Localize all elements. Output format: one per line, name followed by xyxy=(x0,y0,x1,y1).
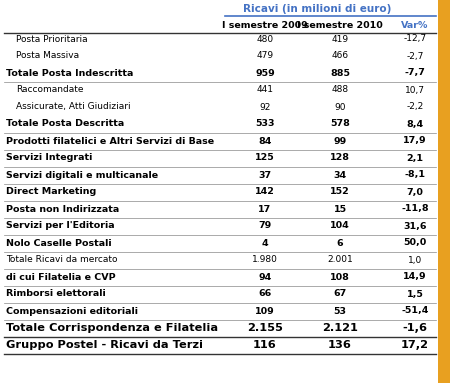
Text: Totale Posta Indescritta: Totale Posta Indescritta xyxy=(6,69,133,77)
Text: 2.121: 2.121 xyxy=(322,323,358,333)
Text: -2,2: -2,2 xyxy=(406,103,423,111)
Text: 7,0: 7,0 xyxy=(406,188,423,196)
Text: 84: 84 xyxy=(258,136,272,146)
Text: 6: 6 xyxy=(337,239,343,247)
Text: Compensazioni editoriali: Compensazioni editoriali xyxy=(6,306,138,316)
Bar xyxy=(438,0,450,383)
Text: 2.155: 2.155 xyxy=(247,323,283,333)
Text: 31,6: 31,6 xyxy=(403,221,427,231)
Text: -2,7: -2,7 xyxy=(406,51,424,61)
Text: 90: 90 xyxy=(334,103,346,111)
Text: Totale Ricavi da mercato: Totale Ricavi da mercato xyxy=(6,255,117,265)
Text: I semestre 2009: I semestre 2009 xyxy=(222,21,308,29)
Text: Posta Massiva: Posta Massiva xyxy=(16,51,79,61)
Text: Posta non Indirizzata: Posta non Indirizzata xyxy=(6,205,119,213)
Text: 79: 79 xyxy=(258,221,272,231)
Text: Gruppo Postel - Ricavi da Terzi: Gruppo Postel - Ricavi da Terzi xyxy=(6,340,203,350)
Text: Totale Corrispondenza e Filatelia: Totale Corrispondenza e Filatelia xyxy=(6,323,218,333)
Text: 17: 17 xyxy=(258,205,272,213)
Text: 578: 578 xyxy=(330,119,350,129)
Text: 66: 66 xyxy=(258,290,272,298)
Text: 14,9: 14,9 xyxy=(403,272,427,282)
Text: 128: 128 xyxy=(330,154,350,162)
Text: Servizi Integrati: Servizi Integrati xyxy=(6,154,92,162)
Text: 116: 116 xyxy=(253,340,277,350)
Text: Posta Prioritaria: Posta Prioritaria xyxy=(16,34,88,44)
Text: -8,1: -8,1 xyxy=(405,170,426,180)
Text: Direct Marketing: Direct Marketing xyxy=(6,188,96,196)
Text: 885: 885 xyxy=(330,69,350,77)
Text: 136: 136 xyxy=(328,340,352,350)
Text: 8,4: 8,4 xyxy=(406,119,423,129)
Text: 92: 92 xyxy=(259,103,271,111)
Text: -7,7: -7,7 xyxy=(405,69,425,77)
Text: 94: 94 xyxy=(258,272,272,282)
Text: 419: 419 xyxy=(332,34,349,44)
Text: 142: 142 xyxy=(255,188,275,196)
Text: 2.001: 2.001 xyxy=(327,255,353,265)
Text: 67: 67 xyxy=(333,290,346,298)
Text: 2,1: 2,1 xyxy=(406,154,423,162)
Text: Prodotti filatelici e Altri Servizi di Base: Prodotti filatelici e Altri Servizi di B… xyxy=(6,136,214,146)
Text: 37: 37 xyxy=(258,170,271,180)
Text: 99: 99 xyxy=(333,136,346,146)
Text: 480: 480 xyxy=(256,34,274,44)
Text: 488: 488 xyxy=(332,85,349,95)
Text: 533: 533 xyxy=(255,119,275,129)
Text: 109: 109 xyxy=(255,306,275,316)
Text: -11,8: -11,8 xyxy=(401,205,429,213)
Text: 1.980: 1.980 xyxy=(252,255,278,265)
Text: 50,0: 50,0 xyxy=(403,239,427,247)
Text: -12,7: -12,7 xyxy=(404,34,427,44)
Text: 441: 441 xyxy=(256,85,274,95)
Text: Rimborsi elettorali: Rimborsi elettorali xyxy=(6,290,106,298)
Text: Servizi digitali e multicanale: Servizi digitali e multicanale xyxy=(6,170,158,180)
Text: Totale Posta Descritta: Totale Posta Descritta xyxy=(6,119,124,129)
Text: 4: 4 xyxy=(262,239,268,247)
Text: Nolo Caselle Postali: Nolo Caselle Postali xyxy=(6,239,112,247)
Text: Var%: Var% xyxy=(401,21,429,29)
Text: 1,0: 1,0 xyxy=(408,255,422,265)
Text: 466: 466 xyxy=(332,51,349,61)
Text: 108: 108 xyxy=(330,272,350,282)
Text: 959: 959 xyxy=(255,69,275,77)
Text: 479: 479 xyxy=(256,51,274,61)
Text: Servizi per l'Editoria: Servizi per l'Editoria xyxy=(6,221,115,231)
Text: 17,9: 17,9 xyxy=(403,136,427,146)
Text: Raccomandate: Raccomandate xyxy=(16,85,84,95)
Text: Ricavi (in milioni di euro): Ricavi (in milioni di euro) xyxy=(243,4,392,14)
Text: 53: 53 xyxy=(333,306,346,316)
Text: 125: 125 xyxy=(255,154,275,162)
Text: 10,7: 10,7 xyxy=(405,85,425,95)
Text: 1,5: 1,5 xyxy=(406,290,423,298)
Text: I semestre 2010: I semestre 2010 xyxy=(297,21,383,29)
Text: di cui Filatelia e CVP: di cui Filatelia e CVP xyxy=(6,272,116,282)
Text: 152: 152 xyxy=(330,188,350,196)
Text: -51,4: -51,4 xyxy=(401,306,429,316)
Text: Assicurate, Atti Giudiziari: Assicurate, Atti Giudiziari xyxy=(16,103,130,111)
Text: 17,2: 17,2 xyxy=(401,340,429,350)
Text: 34: 34 xyxy=(333,170,346,180)
Text: 104: 104 xyxy=(330,221,350,231)
Text: -1,6: -1,6 xyxy=(402,323,428,333)
Text: 15: 15 xyxy=(333,205,346,213)
